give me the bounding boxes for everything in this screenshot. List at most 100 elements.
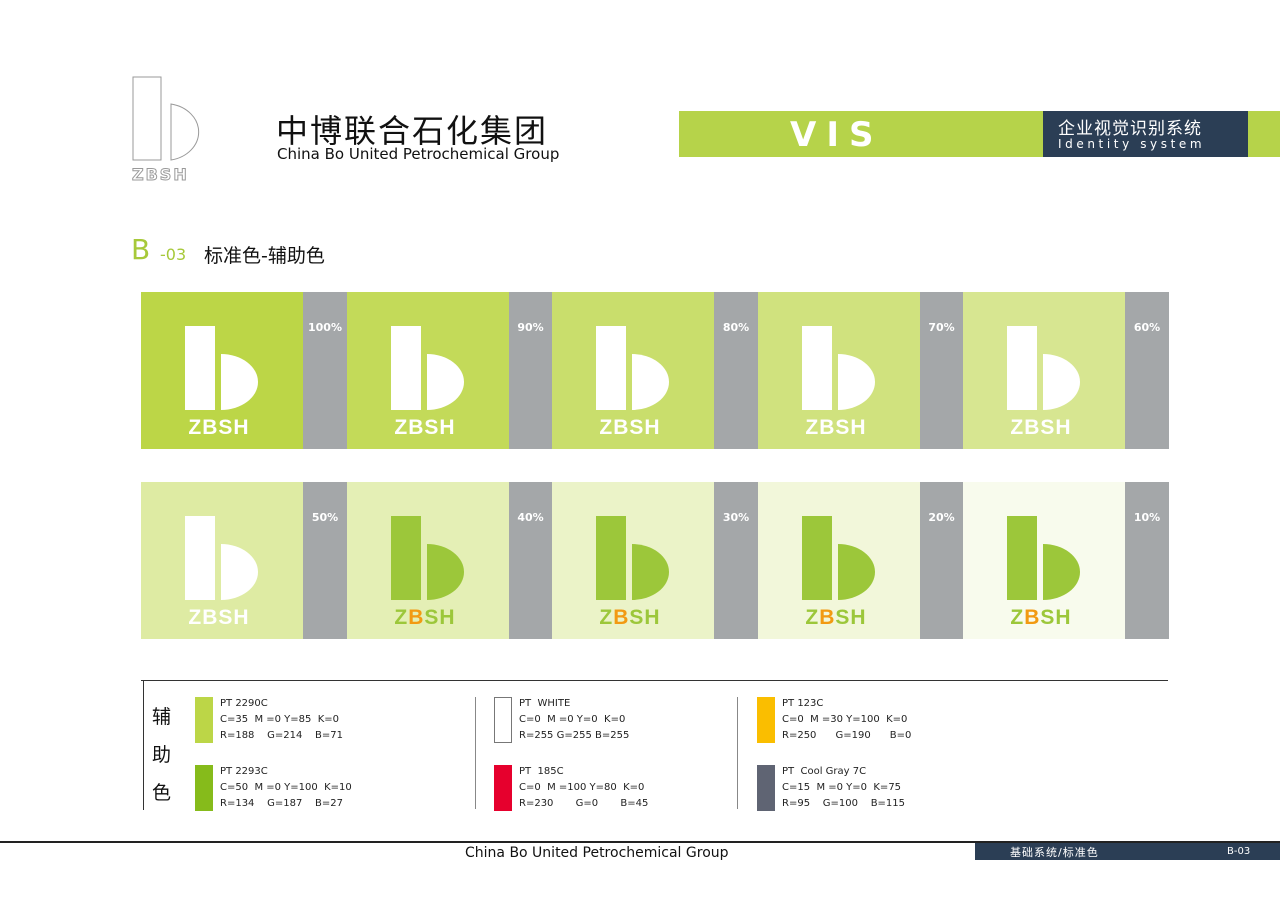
swatch-name: PT 123C — [782, 698, 824, 709]
logo-bar — [390, 326, 421, 410]
tile-logo-text: ZBSH — [394, 416, 455, 439]
tile-logo-letter: S — [835, 606, 850, 629]
tile-logo: ZBSH — [185, 516, 258, 629]
tile-gray — [919, 292, 964, 449]
logo-bar — [185, 326, 215, 410]
logo-bowl — [426, 544, 464, 600]
system-cn: 企业视觉识别系统 — [1058, 119, 1202, 139]
legend-label: 助 — [152, 744, 172, 766]
tile-logo-letter: H — [233, 416, 249, 439]
logo-bar — [596, 516, 626, 600]
logo-bowl — [1043, 544, 1080, 600]
swatch-rgb: R=250 G=190 B=0 — [782, 730, 912, 741]
vis-bar-end — [1248, 111, 1280, 157]
swatch-rgb: R=230 G=0 B=45 — [519, 798, 649, 809]
logo-bar — [801, 326, 832, 410]
tile-logo-letter: H — [850, 606, 866, 629]
footer-company: China Bo United Petrochemical Group — [465, 845, 729, 861]
system-box — [1043, 111, 1248, 157]
tile-logo-letter: H — [439, 606, 455, 629]
tile-logo-letter: H — [850, 416, 866, 439]
company-cn: 中博联合石化集团 — [276, 112, 549, 150]
logo-bar — [1007, 326, 1037, 410]
tile-logo-letter: B — [202, 606, 218, 629]
tile-logo-letter: Z — [599, 416, 613, 439]
logo-bowl — [221, 354, 258, 410]
tile-logo-text: ZBSH — [188, 416, 249, 439]
system-en: Identity system — [1058, 137, 1206, 151]
tile-logo-letter: Z — [599, 606, 613, 629]
header-logo — [132, 76, 200, 161]
tile-gray — [919, 482, 964, 639]
swatch — [757, 697, 775, 743]
swatch — [494, 765, 512, 811]
logo-bowl — [632, 354, 669, 410]
company-en: China Bo United Petrochemical Group — [277, 145, 560, 163]
footer-page: B-03 — [1227, 846, 1251, 857]
logo-bar — [596, 326, 626, 410]
tile-logo-letter: H — [644, 416, 660, 439]
legend-label: 辅 — [152, 706, 172, 728]
tile-logo-letter: Z — [1010, 606, 1024, 629]
swatch — [757, 765, 775, 811]
vis-text: VIS — [790, 115, 884, 155]
section-number: -03 — [160, 245, 187, 264]
tile-logo-letter: Z — [1010, 416, 1024, 439]
swatch — [195, 765, 213, 811]
logo-bowl — [426, 354, 464, 410]
tile-percent: 30% — [722, 511, 750, 524]
tile-logo-letter: S — [629, 606, 644, 629]
tile-percent: 50% — [311, 511, 339, 524]
swatch-name: PT 185C — [519, 766, 564, 777]
tile-percent: 90% — [517, 321, 544, 334]
tile-logo: ZBSH — [390, 326, 464, 439]
tile-logo-letter: B — [408, 606, 424, 629]
tile-logo-letter: B — [1024, 606, 1040, 629]
tile-logo-letter: B — [613, 606, 629, 629]
swatch-rgb: R=134 G=187 B=27 — [220, 798, 344, 809]
swatch — [494, 697, 512, 743]
tile-logo-text: ZBSH — [805, 606, 866, 629]
logo-bowl — [1043, 354, 1080, 410]
tile-percent: 60% — [1133, 321, 1161, 334]
legend-left-line — [143, 680, 144, 810]
footer-section: 基础系统/标准色 — [1010, 846, 1099, 859]
tile-logo-letter: Z — [805, 416, 819, 439]
logo-bar — [801, 516, 832, 600]
tile-logo-text: ZBSH — [188, 606, 249, 629]
logo-bar — [185, 516, 215, 600]
tile-logo-letter: H — [233, 606, 249, 629]
tile-logo-letter: S — [218, 416, 233, 439]
tile-logo: ZBSH — [1007, 516, 1080, 629]
tile-gray — [1125, 292, 1169, 449]
tile-percent: 100% — [308, 321, 342, 334]
tile-logo: ZBSH — [390, 516, 464, 629]
swatch-rgb: R=188 G=214 B=71 — [220, 730, 344, 741]
swatch-cmyk: C=0 M =30 Y=100 K=0 — [782, 714, 908, 725]
tile-logo-letter: H — [1055, 606, 1071, 629]
tile-gray — [303, 292, 347, 449]
tile-logo-letter: B — [202, 416, 218, 439]
tile-logo-letter: S — [835, 416, 850, 439]
tile-logo-text: ZBSH — [599, 416, 660, 439]
tile-logo-letter: S — [1040, 416, 1055, 439]
logo-bowl — [837, 354, 875, 410]
footer-bar — [975, 843, 1280, 860]
tile-logo-letter: S — [218, 606, 233, 629]
swatch-name: PT 2293C — [220, 766, 268, 777]
logo-bowl — [837, 544, 875, 600]
tile-logo-letter: Z — [394, 606, 408, 629]
tile-logo-letter: Z — [394, 416, 408, 439]
tile-percent: 70% — [928, 321, 955, 334]
tile-gray — [508, 482, 553, 639]
tile-percent: 40% — [517, 511, 544, 524]
logo-bar — [390, 516, 421, 600]
tile-logo-text: ZBSH — [394, 606, 455, 629]
swatch-cmyk: C=35 M =0 Y=85 K=0 — [220, 714, 340, 725]
tile-logo-letter: S — [424, 416, 439, 439]
header-logo-text: ZBSH — [132, 165, 189, 185]
footer-line — [0, 841, 1280, 843]
logo-bar — [1007, 516, 1037, 600]
tile-logo: ZBSH — [1007, 326, 1080, 439]
